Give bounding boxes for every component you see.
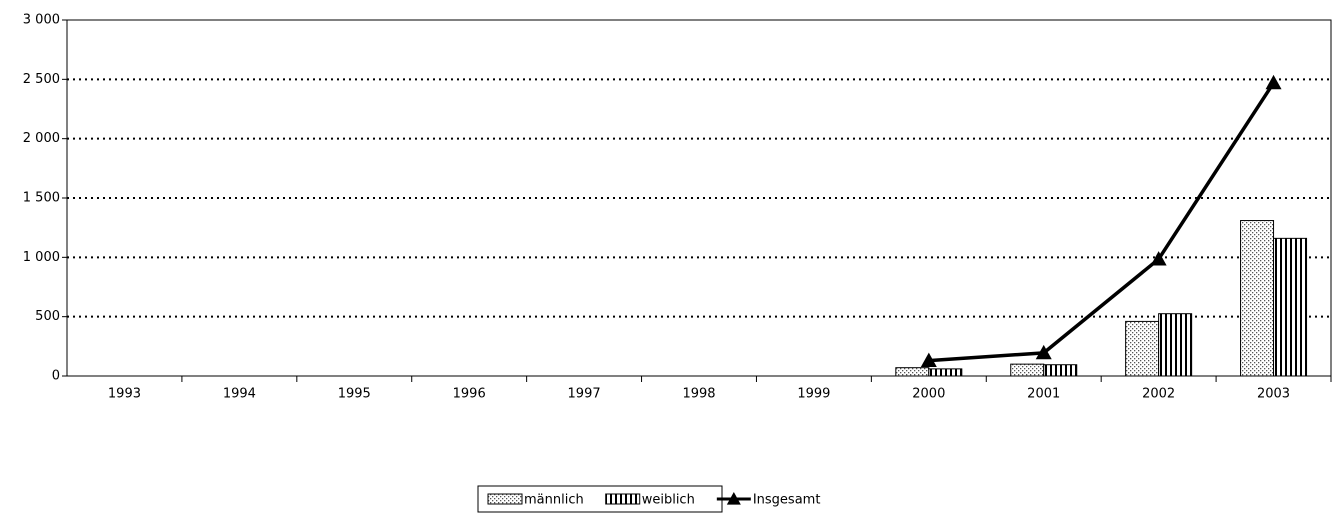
bar: [1125, 320, 1160, 377]
bar: [1273, 237, 1308, 377]
x-tick-label: 1995: [338, 387, 371, 402]
x-tick-label: 1999: [797, 387, 830, 402]
x-tick-label: 1994: [223, 387, 256, 402]
legend-label: Insgesamt: [753, 493, 821, 508]
x-tick-label: 1998: [682, 387, 715, 402]
x-tick-label: 1993: [108, 387, 141, 402]
legend-swatch: [487, 493, 523, 505]
line-marker: [920, 352, 937, 367]
bar: [1043, 364, 1078, 377]
legend-label: männlich: [524, 493, 584, 508]
y-tick-label: 0: [52, 369, 60, 384]
y-tick-label: 2 500: [23, 72, 60, 87]
line-marker: [1265, 74, 1282, 90]
y-tick-label: 500: [35, 309, 60, 324]
bar: [1158, 313, 1193, 377]
line: [928, 81, 1276, 363]
y-tick-label: 3 000: [23, 13, 60, 28]
x-tick-label: 2003: [1257, 387, 1290, 402]
x-tick-label: 1997: [568, 387, 601, 402]
line-marker: [1150, 251, 1167, 266]
x-tick-label: 1996: [453, 387, 486, 402]
bar: [1240, 220, 1275, 377]
y-tick-label: 1 000: [23, 250, 60, 265]
legend-label: weiblich: [642, 493, 695, 508]
bar: [928, 368, 963, 377]
x-tick-label: 2002: [1142, 387, 1175, 402]
y-tick-label: 1 500: [23, 191, 60, 206]
legend-swatch: [605, 493, 641, 505]
bar: [895, 367, 930, 377]
x-tick-label: 2001: [1027, 387, 1060, 402]
y-tick-label: 2 000: [23, 131, 60, 146]
line-marker: [1035, 344, 1052, 360]
x-tick-label: 2000: [912, 387, 945, 402]
plot-frame: [66, 19, 1332, 377]
legend-swatch: [726, 492, 741, 505]
bar: [1010, 363, 1045, 377]
